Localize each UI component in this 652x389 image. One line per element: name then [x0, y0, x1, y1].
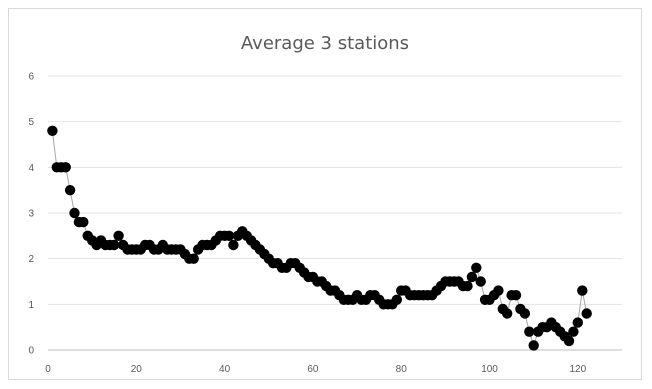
y-tick-label: 0 — [28, 346, 34, 357]
chart-title: Average 3 stations — [240, 33, 410, 54]
data-point — [563, 335, 575, 347]
data-point — [223, 230, 235, 241]
data-point — [69, 207, 80, 219]
data-point — [502, 308, 513, 319]
data-point — [113, 230, 124, 241]
data-point — [228, 239, 239, 251]
chart-frame: Average 3 stations — [8, 8, 642, 380]
x-tick-label: 120 — [570, 364, 587, 375]
y-tick-label: 5 — [28, 117, 34, 128]
y-tick-label: 1 — [28, 300, 34, 311]
y-tick-label: 4 — [28, 163, 34, 174]
y-tick-label: 3 — [28, 209, 34, 220]
x-tick-label: 40 — [219, 364, 231, 375]
data-point — [60, 162, 71, 173]
data-point — [47, 125, 58, 136]
data-point — [471, 262, 482, 273]
data-point — [572, 317, 583, 328]
x-tick-label: 80 — [396, 364, 408, 375]
data-point — [64, 185, 76, 196]
data-point — [524, 326, 535, 337]
data-point — [568, 326, 579, 337]
data-point — [188, 253, 199, 264]
x-tick-label: 20 — [131, 364, 143, 375]
data-point — [581, 308, 592, 319]
data-point — [519, 308, 531, 319]
y-tick-label: 2 — [28, 254, 34, 265]
data-point — [391, 294, 402, 305]
data-point — [466, 271, 478, 283]
y-tick-label: 6 — [28, 72, 34, 83]
data-point — [475, 276, 486, 287]
data-point — [109, 239, 120, 251]
x-tick-label: 60 — [307, 364, 319, 375]
data-point — [462, 280, 473, 292]
data-point — [493, 285, 504, 296]
grid-layer — [48, 75, 622, 351]
point-layer — [47, 125, 592, 351]
x-tick-label: 100 — [481, 364, 498, 375]
data-point — [528, 340, 539, 351]
data-point — [577, 285, 588, 296]
data-point — [510, 290, 522, 301]
data-point — [78, 216, 89, 228]
x-tick-label: 0 — [45, 364, 51, 375]
